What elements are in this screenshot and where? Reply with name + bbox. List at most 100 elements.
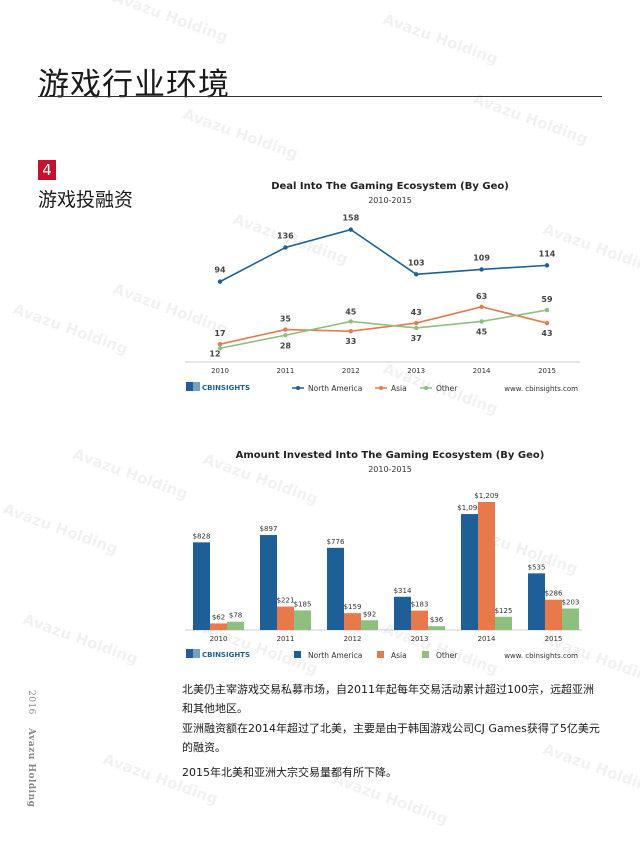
bar-asia xyxy=(545,599,562,630)
bar-data-label: $125 xyxy=(495,607,513,615)
line-data-label: 59 xyxy=(541,295,553,304)
watermark-text: Avazu Holding xyxy=(0,499,121,559)
paragraph-2: 亚洲融资额在2014年超过了北美，主要是由于韩国游戏公司CJ Games获得了5… xyxy=(182,722,600,754)
bar-data-label: $36 xyxy=(430,616,444,624)
line-chart-legend-swatch xyxy=(424,386,428,390)
watermark-text: Avazu Holding xyxy=(10,299,131,359)
line-series-asia xyxy=(219,305,548,345)
paragraph-1: 北美仍主宰游戏交易私募市场，自2011年起每年交易活动累计超过100宗，远超亚洲… xyxy=(182,683,594,715)
line-data-label: 94 xyxy=(214,266,226,275)
bar-data-label: $1,095 xyxy=(457,504,482,512)
side-caption: 2016 Avazu Holding xyxy=(26,690,36,808)
bar-north-america xyxy=(461,514,478,630)
bar-chart-legend-swatch xyxy=(422,651,429,658)
bar-chart-legend-swatch xyxy=(294,651,301,658)
bar-other xyxy=(227,621,244,630)
line-point xyxy=(348,319,353,324)
line-data-label: 103 xyxy=(408,258,425,267)
watermark-text: Avazu Holding xyxy=(20,609,141,669)
bar-data-label: $776 xyxy=(327,538,345,546)
bar-chart-tick-label: 2015 xyxy=(545,635,563,643)
bar-north-america xyxy=(528,573,545,630)
page-title: 游戏行业环境 xyxy=(38,66,230,103)
bar-chart: 2010 2011 2012 2013 2014 2015 $828 $897 $776 $314… xyxy=(185,492,582,660)
bar-other xyxy=(495,616,512,630)
line-series-north-america xyxy=(219,228,548,283)
bar-data-label: $62 xyxy=(212,613,225,621)
line-chart-tick-label: 2012 xyxy=(342,367,360,375)
bar-chart-source-logo: CBINSIGHTS xyxy=(186,649,250,659)
line-chart-tick-label: 2014 xyxy=(473,367,491,375)
bar-data-label: $1,209 xyxy=(474,492,499,500)
bar-chart-legend-label: Asia xyxy=(391,651,407,660)
line-chart-legend: CBINSIGHTS North America Asia Other www. cbi… xyxy=(186,382,578,393)
bar-chart-logo-text: CBINSIGHTS xyxy=(202,651,250,659)
bar-north-america xyxy=(193,542,210,630)
line-data-label: 33 xyxy=(345,337,356,346)
bar-data-label: $159 xyxy=(344,603,362,611)
bar-chart-legend-swatch xyxy=(377,651,384,658)
line-point xyxy=(479,319,484,324)
line-data-label: 158 xyxy=(342,214,359,223)
line-chart-legend-swatch xyxy=(379,386,383,390)
line-data-label: 43 xyxy=(541,329,552,338)
bar-asia xyxy=(277,606,294,630)
line-point xyxy=(283,327,288,332)
line-data-label: 35 xyxy=(280,315,292,324)
bar-north-america xyxy=(260,535,277,630)
bar-other xyxy=(428,626,445,630)
section-number-badge: 4 xyxy=(38,160,56,180)
watermark-text: Avazu Holding xyxy=(470,89,591,149)
bar-chart-subtitle: 2010-2015 xyxy=(368,465,412,474)
bar-north-america xyxy=(327,547,344,630)
line-chart-source-logo: CBINSIGHTS xyxy=(186,382,250,392)
line-data-label: 136 xyxy=(277,232,294,241)
line-data-label: 45 xyxy=(476,327,488,336)
line-data-label: 114 xyxy=(539,249,556,258)
side-year: 2016 xyxy=(26,690,36,715)
line-point xyxy=(217,346,223,351)
bar-chart-tick-label: 2013 xyxy=(411,635,429,643)
line-chart-tick-label: 2013 xyxy=(407,367,425,375)
bar-data-label: $314 xyxy=(394,587,412,595)
bar-data-label: $203 xyxy=(562,599,580,607)
bar-data-label: $535 xyxy=(528,563,546,571)
bar-data-label: $92 xyxy=(363,610,376,618)
line-point xyxy=(479,304,484,310)
line-data-label: 17 xyxy=(214,329,225,338)
bar-chart-tick-label: 2012 xyxy=(344,635,362,643)
line-point xyxy=(283,245,288,250)
line-data-label: 45 xyxy=(345,307,357,316)
bar-chart-tick-label: 2010 xyxy=(210,635,228,643)
bar-data-label: $78 xyxy=(229,612,242,620)
bar-chart-legend-label: North America xyxy=(308,651,362,660)
line-series-other xyxy=(219,309,548,350)
line-chart-tick-label: 2010 xyxy=(211,367,229,375)
bar-asia xyxy=(478,502,495,630)
line-point xyxy=(348,328,353,334)
line-chart-title: Deal Into The Gaming Ecosystem (By Geo) xyxy=(271,181,509,192)
bar-chart-tick-label: 2014 xyxy=(478,635,496,643)
line-chart-subtitle: 2010-2015 xyxy=(368,196,412,205)
line-point xyxy=(283,333,288,338)
line-point xyxy=(544,263,550,268)
line-chart-source-url: www. cbinsights.com xyxy=(504,385,578,393)
bar-other xyxy=(294,610,311,630)
line-chart-legend-label: Other xyxy=(436,384,458,393)
title-divider xyxy=(38,96,602,97)
line-point xyxy=(414,320,419,326)
watermark-text: Avazu Holding xyxy=(70,444,191,504)
line-chart-logo-mark xyxy=(186,382,193,391)
line-chart: 2010 2011 2012 2013 2014 2015 94 136 158 103 109 11… xyxy=(185,214,580,393)
line-data-label: 109 xyxy=(473,253,490,262)
line-data-label: 63 xyxy=(476,292,487,301)
line-chart-logo-text: CBINSIGHTS xyxy=(202,384,250,392)
line-chart-tick-label: 2015 xyxy=(538,367,556,375)
bar-chart-tick-label: 2011 xyxy=(277,635,295,643)
bar-other xyxy=(361,620,378,630)
line-point xyxy=(217,279,223,284)
line-data-label: 12 xyxy=(209,349,220,358)
line-point xyxy=(544,307,550,313)
bar-chart-title: Amount Invested Into The Gaming Ecosyste… xyxy=(235,450,545,461)
